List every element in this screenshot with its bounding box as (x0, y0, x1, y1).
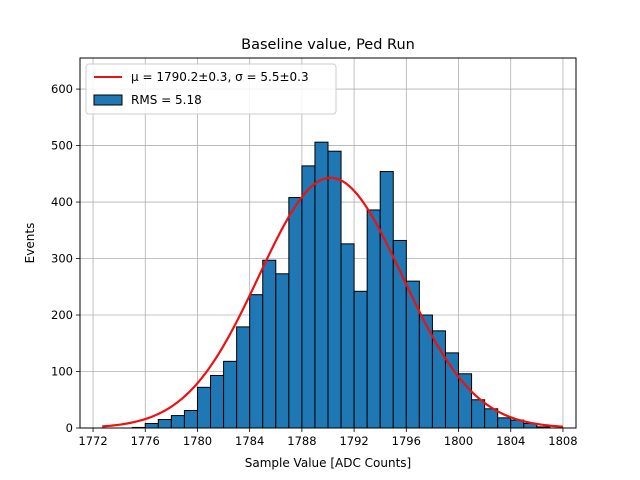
histogram-bar (458, 373, 473, 429)
x-tick-label: 1804 (496, 434, 525, 448)
histogram-bar (484, 408, 499, 429)
histogram-bar (249, 294, 264, 429)
histogram-bar (471, 399, 486, 429)
y-tick-label: 200 (51, 308, 73, 322)
legend-hist-swatch (93, 94, 123, 106)
histogram-bar (170, 415, 185, 429)
histogram-bar (275, 273, 290, 429)
histogram-bar (327, 150, 342, 429)
x-tick-label: 1776 (131, 434, 160, 448)
legend-box (85, 63, 337, 115)
histogram-bar (340, 243, 355, 429)
x-tick-label: 1796 (392, 434, 421, 448)
legend-fit-label: μ = 1790.2±0.3, σ = 5.5±0.3 (131, 70, 309, 84)
x-tick-label: 1784 (235, 434, 264, 448)
histogram-bar (210, 374, 225, 429)
histogram-bar (236, 326, 251, 429)
x-tick-label: 1808 (548, 434, 577, 448)
histogram-bar (444, 352, 460, 429)
x-axis-ticks: 1772 1776 1780 1784 1788 1792 1796 1800 1804 1808 (78, 428, 578, 448)
plot-frame (79, 57, 577, 429)
y-tick-label: 300 (51, 252, 73, 266)
fit-curve (102, 176, 564, 428)
histogram-bar (405, 280, 420, 429)
y-tick-label: 400 (51, 195, 73, 209)
legend: μ = 1790.2±0.3, σ = 5.5±0.3 RMS = 5.18 (85, 63, 337, 115)
gaussian-fit (102, 176, 564, 428)
x-tick-label: 1792 (339, 434, 368, 448)
legend-hist-label: RMS = 5.18 (131, 93, 202, 107)
histogram-bar (301, 165, 316, 429)
histogram-bar (497, 417, 512, 429)
y-tick-label: 600 (51, 82, 73, 96)
histogram-bar (262, 259, 277, 429)
histogram-bar (157, 419, 172, 429)
histogram-bar (431, 330, 446, 429)
y-tick-label: 0 (66, 421, 73, 435)
histogram-bar (379, 171, 394, 429)
histogram-bar (288, 197, 303, 429)
histogram-bar (183, 409, 198, 429)
x-tick-label: 1788 (287, 434, 316, 448)
x-axis-label: Sample Value [ADC Counts] (245, 456, 411, 470)
chart-title: Baseline value, Ped Run (241, 37, 415, 53)
histogram-bar (353, 290, 368, 429)
histogram-bar (314, 141, 329, 429)
x-tick-label: 1772 (78, 434, 107, 448)
y-axis-label: Events (23, 223, 37, 264)
histogram-bar (223, 360, 238, 429)
y-tick-label: 100 (51, 365, 73, 379)
x-tick-label: 1780 (183, 434, 212, 448)
histogram-bar (144, 422, 159, 429)
histogram-bar (196, 386, 212, 429)
histogram-bar (366, 209, 381, 429)
x-tick-label: 1800 (444, 434, 473, 448)
y-tick-label: 500 (51, 139, 73, 153)
y-axis-ticks: 0 100 200 300 400 500 600 (51, 82, 80, 435)
